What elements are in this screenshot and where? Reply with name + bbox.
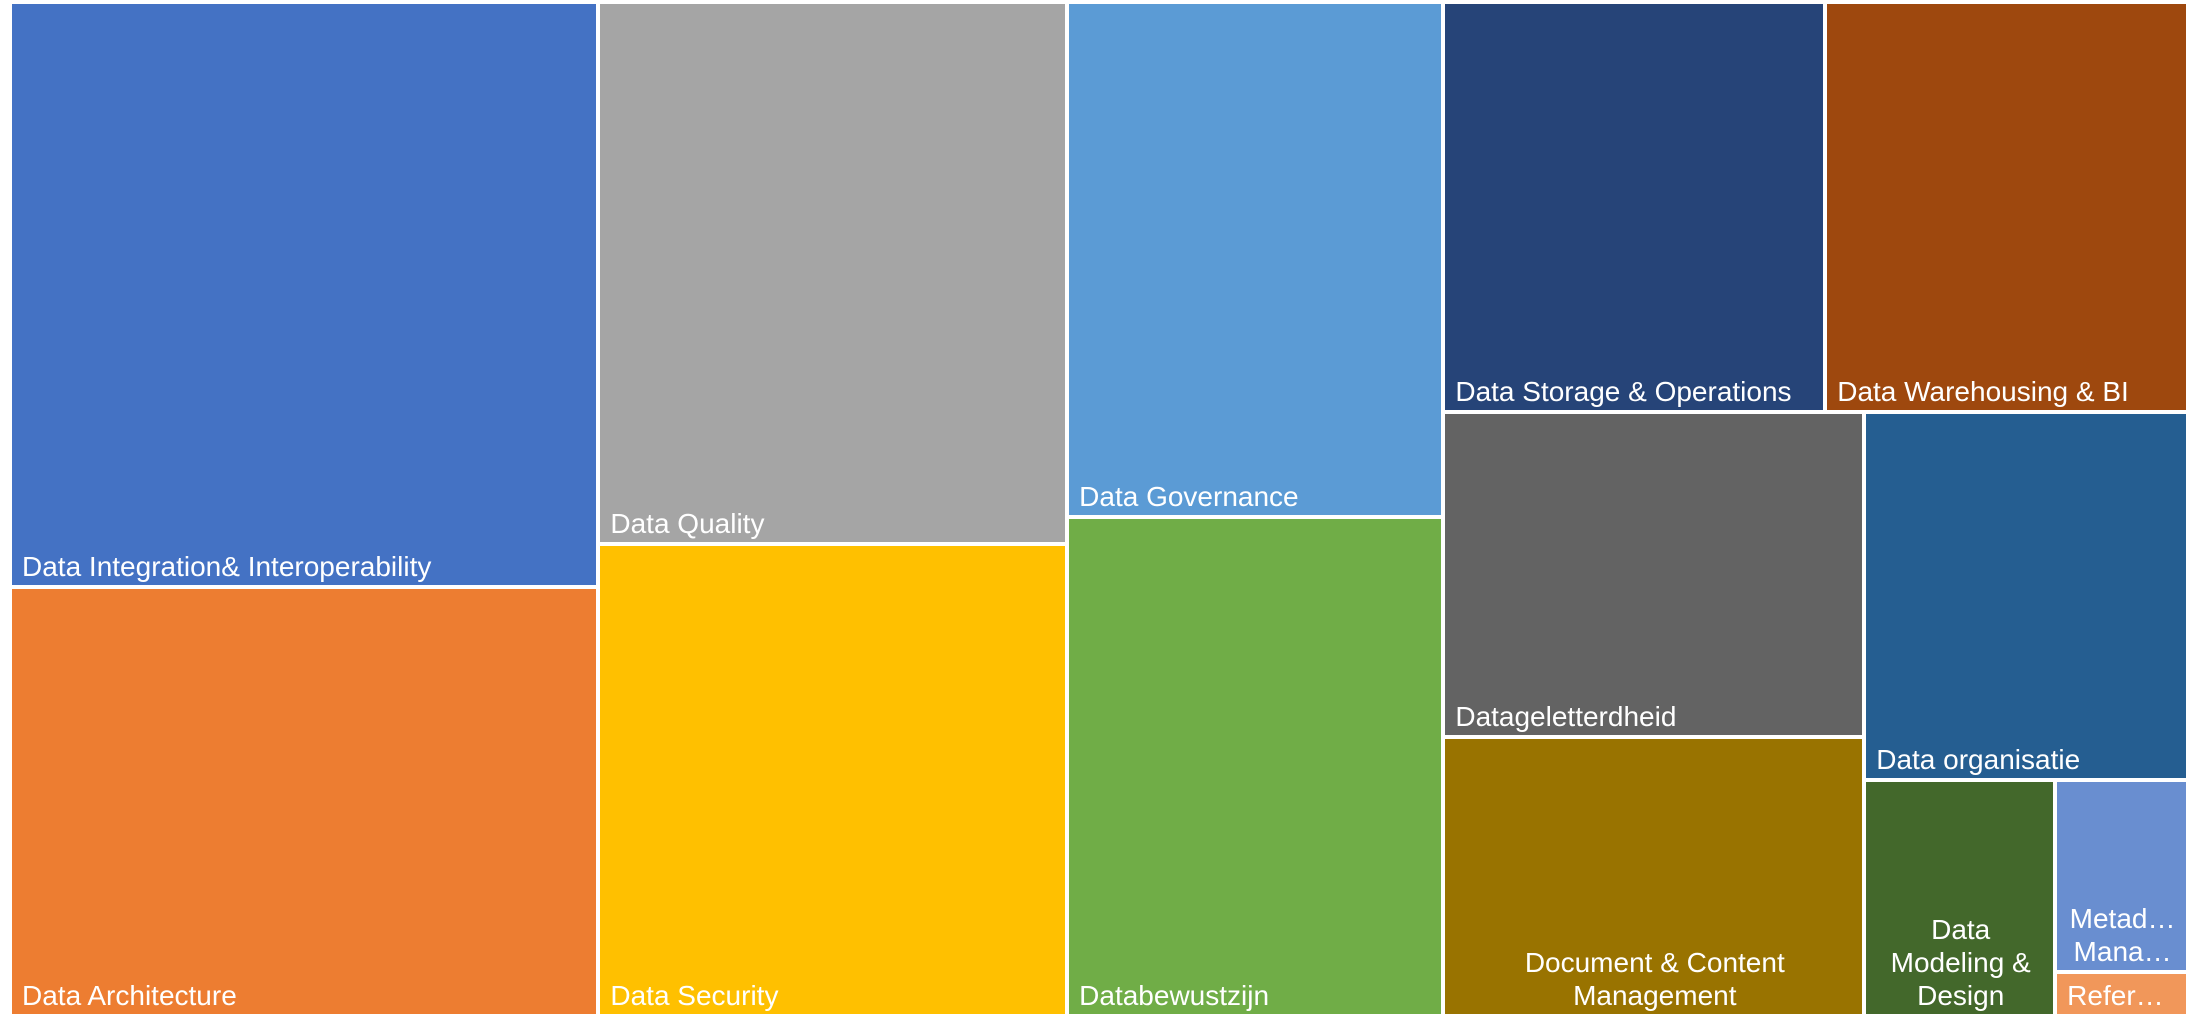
cell-label: Data organisatie xyxy=(1876,744,2081,776)
treemap-cell: Datageletterdheid xyxy=(1443,411,1865,738)
treemap-cell: Data Governance xyxy=(1067,2,1444,517)
cell-label: Document & Content Management xyxy=(1524,946,1785,1011)
cell-label: Data Architecture xyxy=(22,979,237,1011)
cell-label: Datageletterdheid xyxy=(1455,701,1677,733)
cell-label: Metad… Mana… xyxy=(2069,902,2176,967)
treemap-cell: Data Quality xyxy=(598,2,1068,545)
cell-label: Data Warehousing & BI xyxy=(1837,375,2129,407)
cell-label: Refer… xyxy=(2067,979,2164,1011)
treemap-cell: Metad… Mana… xyxy=(2055,780,2188,972)
treemap-cell: Document & Content Management xyxy=(1443,737,1865,1014)
treemap-cell: Data organisatie xyxy=(1864,411,2188,781)
treemap-cell: Refer… xyxy=(2055,971,2188,1014)
cell-label: Data Storage & Operations xyxy=(1455,375,1792,407)
cell-label: Data Governance xyxy=(1079,480,1299,512)
cell-label: Data Quality xyxy=(610,508,765,540)
treemap-cell: Data Security xyxy=(598,544,1068,1014)
treemap-cell: Data Storage & Operations xyxy=(1443,2,1826,412)
cell-label: Data Modeling & Design xyxy=(1890,913,2031,1011)
cell-label: Databewustzijn xyxy=(1079,979,1270,1011)
cell-label: Data Security xyxy=(610,979,779,1011)
treemap-cell: Data Architecture xyxy=(10,587,599,1014)
treemap-cell: Data Warehousing & BI xyxy=(1825,2,2188,412)
treemap-cell: Data Integration& Interoperability xyxy=(10,2,599,588)
treemap-cell: Databewustzijn xyxy=(1067,516,1444,1014)
treemap-cell: Data Modeling & Design xyxy=(1864,780,2056,1014)
cell-label: Data Integration& Interoperability xyxy=(22,551,432,583)
